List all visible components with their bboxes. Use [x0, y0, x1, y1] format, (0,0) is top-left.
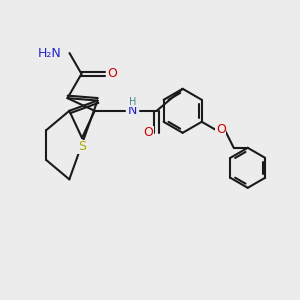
Text: H: H [129, 97, 136, 107]
Text: O: O [216, 123, 226, 136]
Text: N: N [128, 104, 137, 117]
Text: H₂N: H₂N [38, 46, 61, 60]
Text: S: S [78, 140, 86, 154]
Text: O: O [108, 68, 117, 80]
Text: O: O [144, 126, 154, 139]
